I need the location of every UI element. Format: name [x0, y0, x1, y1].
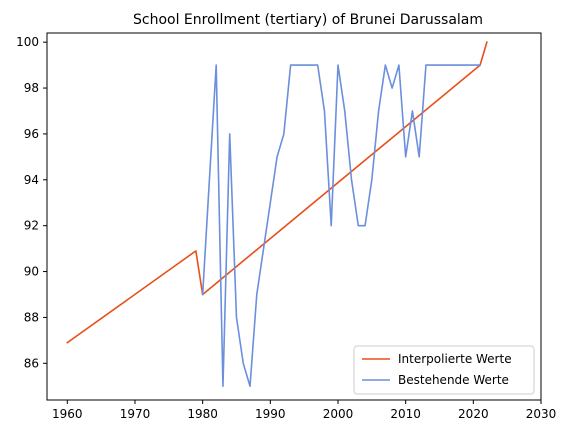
y-tick-label: 96 — [24, 127, 39, 141]
legend-box — [353, 345, 535, 395]
x-axis: 1960 1970 1980 1990 2000 2010 2020 2030 — [52, 400, 556, 421]
x-tick-label: 1970 — [120, 407, 151, 421]
y-tick-label: 92 — [24, 219, 39, 233]
series-layer — [66, 41, 488, 388]
x-tick-label: 1960 — [52, 407, 83, 421]
series-line-1 — [201, 64, 481, 388]
y-tick-label: 98 — [24, 81, 39, 95]
plot-frame — [46, 32, 542, 401]
legend-label: Bestehende Werte — [398, 373, 509, 387]
x-tick-label: 1990 — [255, 407, 286, 421]
y-tick-label: 94 — [24, 173, 39, 187]
x-tick-label: 2020 — [458, 407, 489, 421]
x-tick-label: 2030 — [526, 407, 557, 421]
x-tick-label: 1980 — [187, 407, 218, 421]
chart-title: School Enrollment (tertiary) of Brunei D… — [133, 12, 483, 28]
y-axis: 86 88 90 92 94 96 98 100 — [16, 35, 47, 370]
x-tick-label: 2010 — [390, 407, 421, 421]
x-tick-label: 2000 — [323, 407, 354, 421]
y-tick-label: 86 — [24, 356, 39, 370]
legend: Interpolierte Werte Bestehende Werte — [353, 345, 535, 395]
legend-label: Interpolierte Werte — [398, 352, 512, 366]
plot-area — [46, 32, 542, 401]
y-tick-label: 100 — [16, 35, 39, 49]
y-tick-label: 90 — [24, 265, 39, 279]
y-tick-label: 88 — [24, 310, 39, 324]
